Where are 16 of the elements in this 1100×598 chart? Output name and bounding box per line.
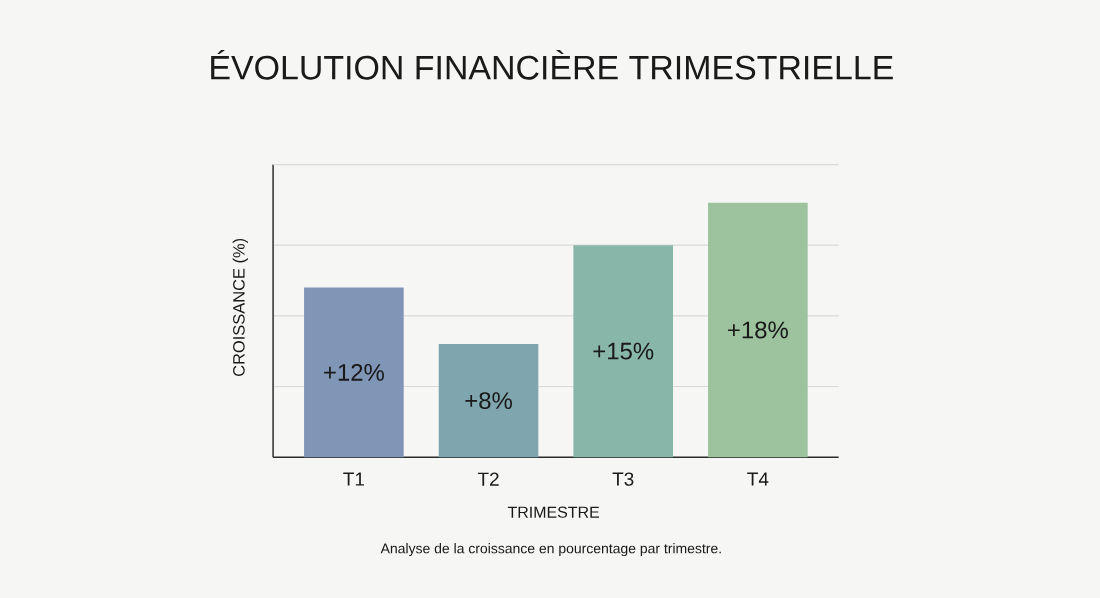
bar — [708, 202, 808, 457]
x-tick-label: T2 — [477, 472, 499, 486]
data-label: +12% — [324, 363, 384, 381]
x-tick-label: T1 — [343, 472, 365, 486]
bar — [304, 287, 404, 457]
text: Analyse de la croissance en pourcentage par trimestre. — [380, 542, 721, 556]
data-label: +8% — [465, 391, 512, 409]
data-label: +18% — [728, 321, 788, 339]
data-label: +15% — [593, 342, 654, 360]
x-axis-title: TRIMESTRE — [507, 506, 600, 518]
chart-title: ÉVOLUTION FINANCIÈRE TRIMESTRIELLE — [211, 49, 893, 80]
x-tick-label: T4 — [747, 472, 769, 486]
x-tick-label: T3 — [612, 472, 634, 486]
bar — [573, 244, 674, 457]
bar — [438, 343, 539, 457]
y-axis-title: CROISSANCE (%) — [232, 238, 248, 376]
